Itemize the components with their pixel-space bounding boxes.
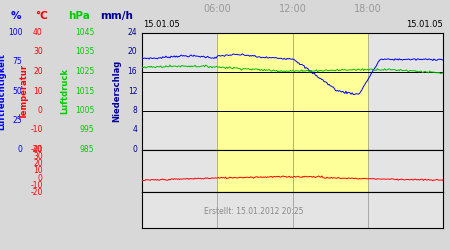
Text: %: % bbox=[10, 11, 21, 21]
Text: Luftdruck: Luftdruck bbox=[61, 68, 70, 114]
Text: Niederschlag: Niederschlag bbox=[112, 60, 122, 122]
Text: 50: 50 bbox=[13, 86, 22, 96]
Text: -20: -20 bbox=[31, 188, 43, 197]
Text: 06:00: 06:00 bbox=[203, 4, 231, 14]
Text: 30: 30 bbox=[33, 152, 43, 161]
Text: 1035: 1035 bbox=[75, 48, 94, 56]
Text: 20: 20 bbox=[33, 67, 43, 76]
Text: 0: 0 bbox=[38, 174, 43, 182]
Text: -20: -20 bbox=[31, 145, 43, 154]
Text: -10: -10 bbox=[31, 181, 43, 190]
Text: 40: 40 bbox=[33, 145, 43, 154]
Text: °C: °C bbox=[36, 11, 48, 21]
Text: 10: 10 bbox=[33, 166, 43, 175]
Text: 75: 75 bbox=[13, 57, 22, 66]
Text: 25: 25 bbox=[13, 116, 22, 125]
Text: 20: 20 bbox=[33, 159, 43, 168]
Text: 30: 30 bbox=[33, 48, 43, 56]
Text: 15.01.05: 15.01.05 bbox=[143, 20, 180, 29]
Text: 12:00: 12:00 bbox=[279, 4, 306, 14]
Text: 1015: 1015 bbox=[75, 86, 94, 96]
Text: 100: 100 bbox=[8, 28, 22, 37]
Text: 4: 4 bbox=[132, 126, 137, 134]
Text: 1005: 1005 bbox=[75, 106, 94, 115]
Text: Erstellt: 15.01.2012 20:25: Erstellt: 15.01.2012 20:25 bbox=[203, 207, 303, 216]
Text: hPa: hPa bbox=[68, 11, 90, 21]
Text: 0: 0 bbox=[18, 145, 22, 154]
Text: 24: 24 bbox=[128, 28, 137, 37]
Text: -10: -10 bbox=[31, 126, 43, 134]
Text: 995: 995 bbox=[80, 126, 94, 134]
Text: 8: 8 bbox=[132, 106, 137, 115]
Text: 0: 0 bbox=[132, 145, 137, 154]
Text: 1025: 1025 bbox=[75, 67, 94, 76]
Text: 16: 16 bbox=[128, 67, 137, 76]
Text: 20: 20 bbox=[128, 48, 137, 56]
Text: Temperatur: Temperatur bbox=[20, 64, 29, 118]
Text: 10: 10 bbox=[33, 86, 43, 96]
Text: mm/h: mm/h bbox=[99, 11, 133, 21]
Text: 15.01.05: 15.01.05 bbox=[405, 20, 442, 29]
Text: 985: 985 bbox=[80, 145, 94, 154]
Text: 12: 12 bbox=[128, 86, 137, 96]
Text: 0: 0 bbox=[38, 106, 43, 115]
Text: Luftfeuchtigkeit: Luftfeuchtigkeit bbox=[0, 52, 7, 130]
Text: 1045: 1045 bbox=[75, 28, 94, 37]
Bar bbox=[217, 32, 368, 150]
Text: 18:00: 18:00 bbox=[354, 4, 382, 14]
Text: 40: 40 bbox=[33, 28, 43, 37]
Bar bbox=[217, 150, 368, 192]
